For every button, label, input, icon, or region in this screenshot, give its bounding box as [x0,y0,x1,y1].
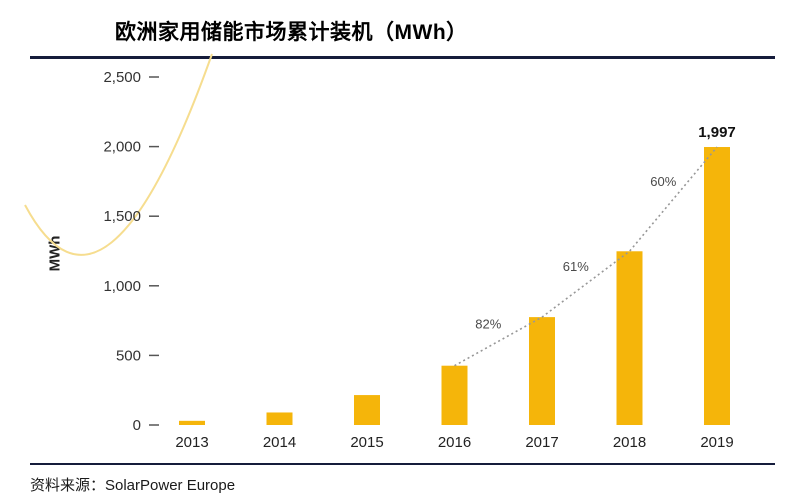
x-tick-label-2019: 2019 [700,434,733,451]
x-tick-label-2018: 2018 [613,434,646,451]
growth-annotation-82%: 82% [475,316,501,331]
bar-2019 [704,147,730,426]
bar-2013 [179,420,205,425]
y-tick-label-2,000: 2,000 [103,139,141,156]
y-tick-label-1,000: 1,000 [103,278,141,295]
x-tick-label-2016: 2016 [438,434,471,451]
bar-2017 [529,317,555,425]
x-tick-label-2017: 2017 [525,434,558,451]
x-tick-label-2015: 2015 [350,434,383,451]
growth-annotation-61%: 61% [563,259,589,274]
y-tick-label-0: 0 [133,417,141,434]
value-label-2019: 1,997 [698,124,736,141]
source-text: 资料来源：SolarPower Europe [30,477,236,494]
source-divider-line [30,463,775,465]
bar-2016 [441,365,468,425]
decorative-curve [24,53,213,256]
y-tick-label-500: 500 [116,347,141,364]
growth-annotation-60%: 60% [650,174,676,189]
title-divider-line [30,56,775,59]
y-tick-label-2,500: 2,500 [103,69,141,86]
chart-title: 欧洲家用储能市场累计装机（MWh） [115,21,468,44]
x-tick-label-2013: 2013 [175,434,208,451]
bar-2018 [616,251,643,425]
x-tick-label-2014: 2014 [263,434,296,451]
growth-trend-line [454,146,718,367]
bar-2014 [266,412,293,425]
y-tick-label-1,500: 1,500 [103,208,141,225]
bar-2015 [354,395,380,425]
